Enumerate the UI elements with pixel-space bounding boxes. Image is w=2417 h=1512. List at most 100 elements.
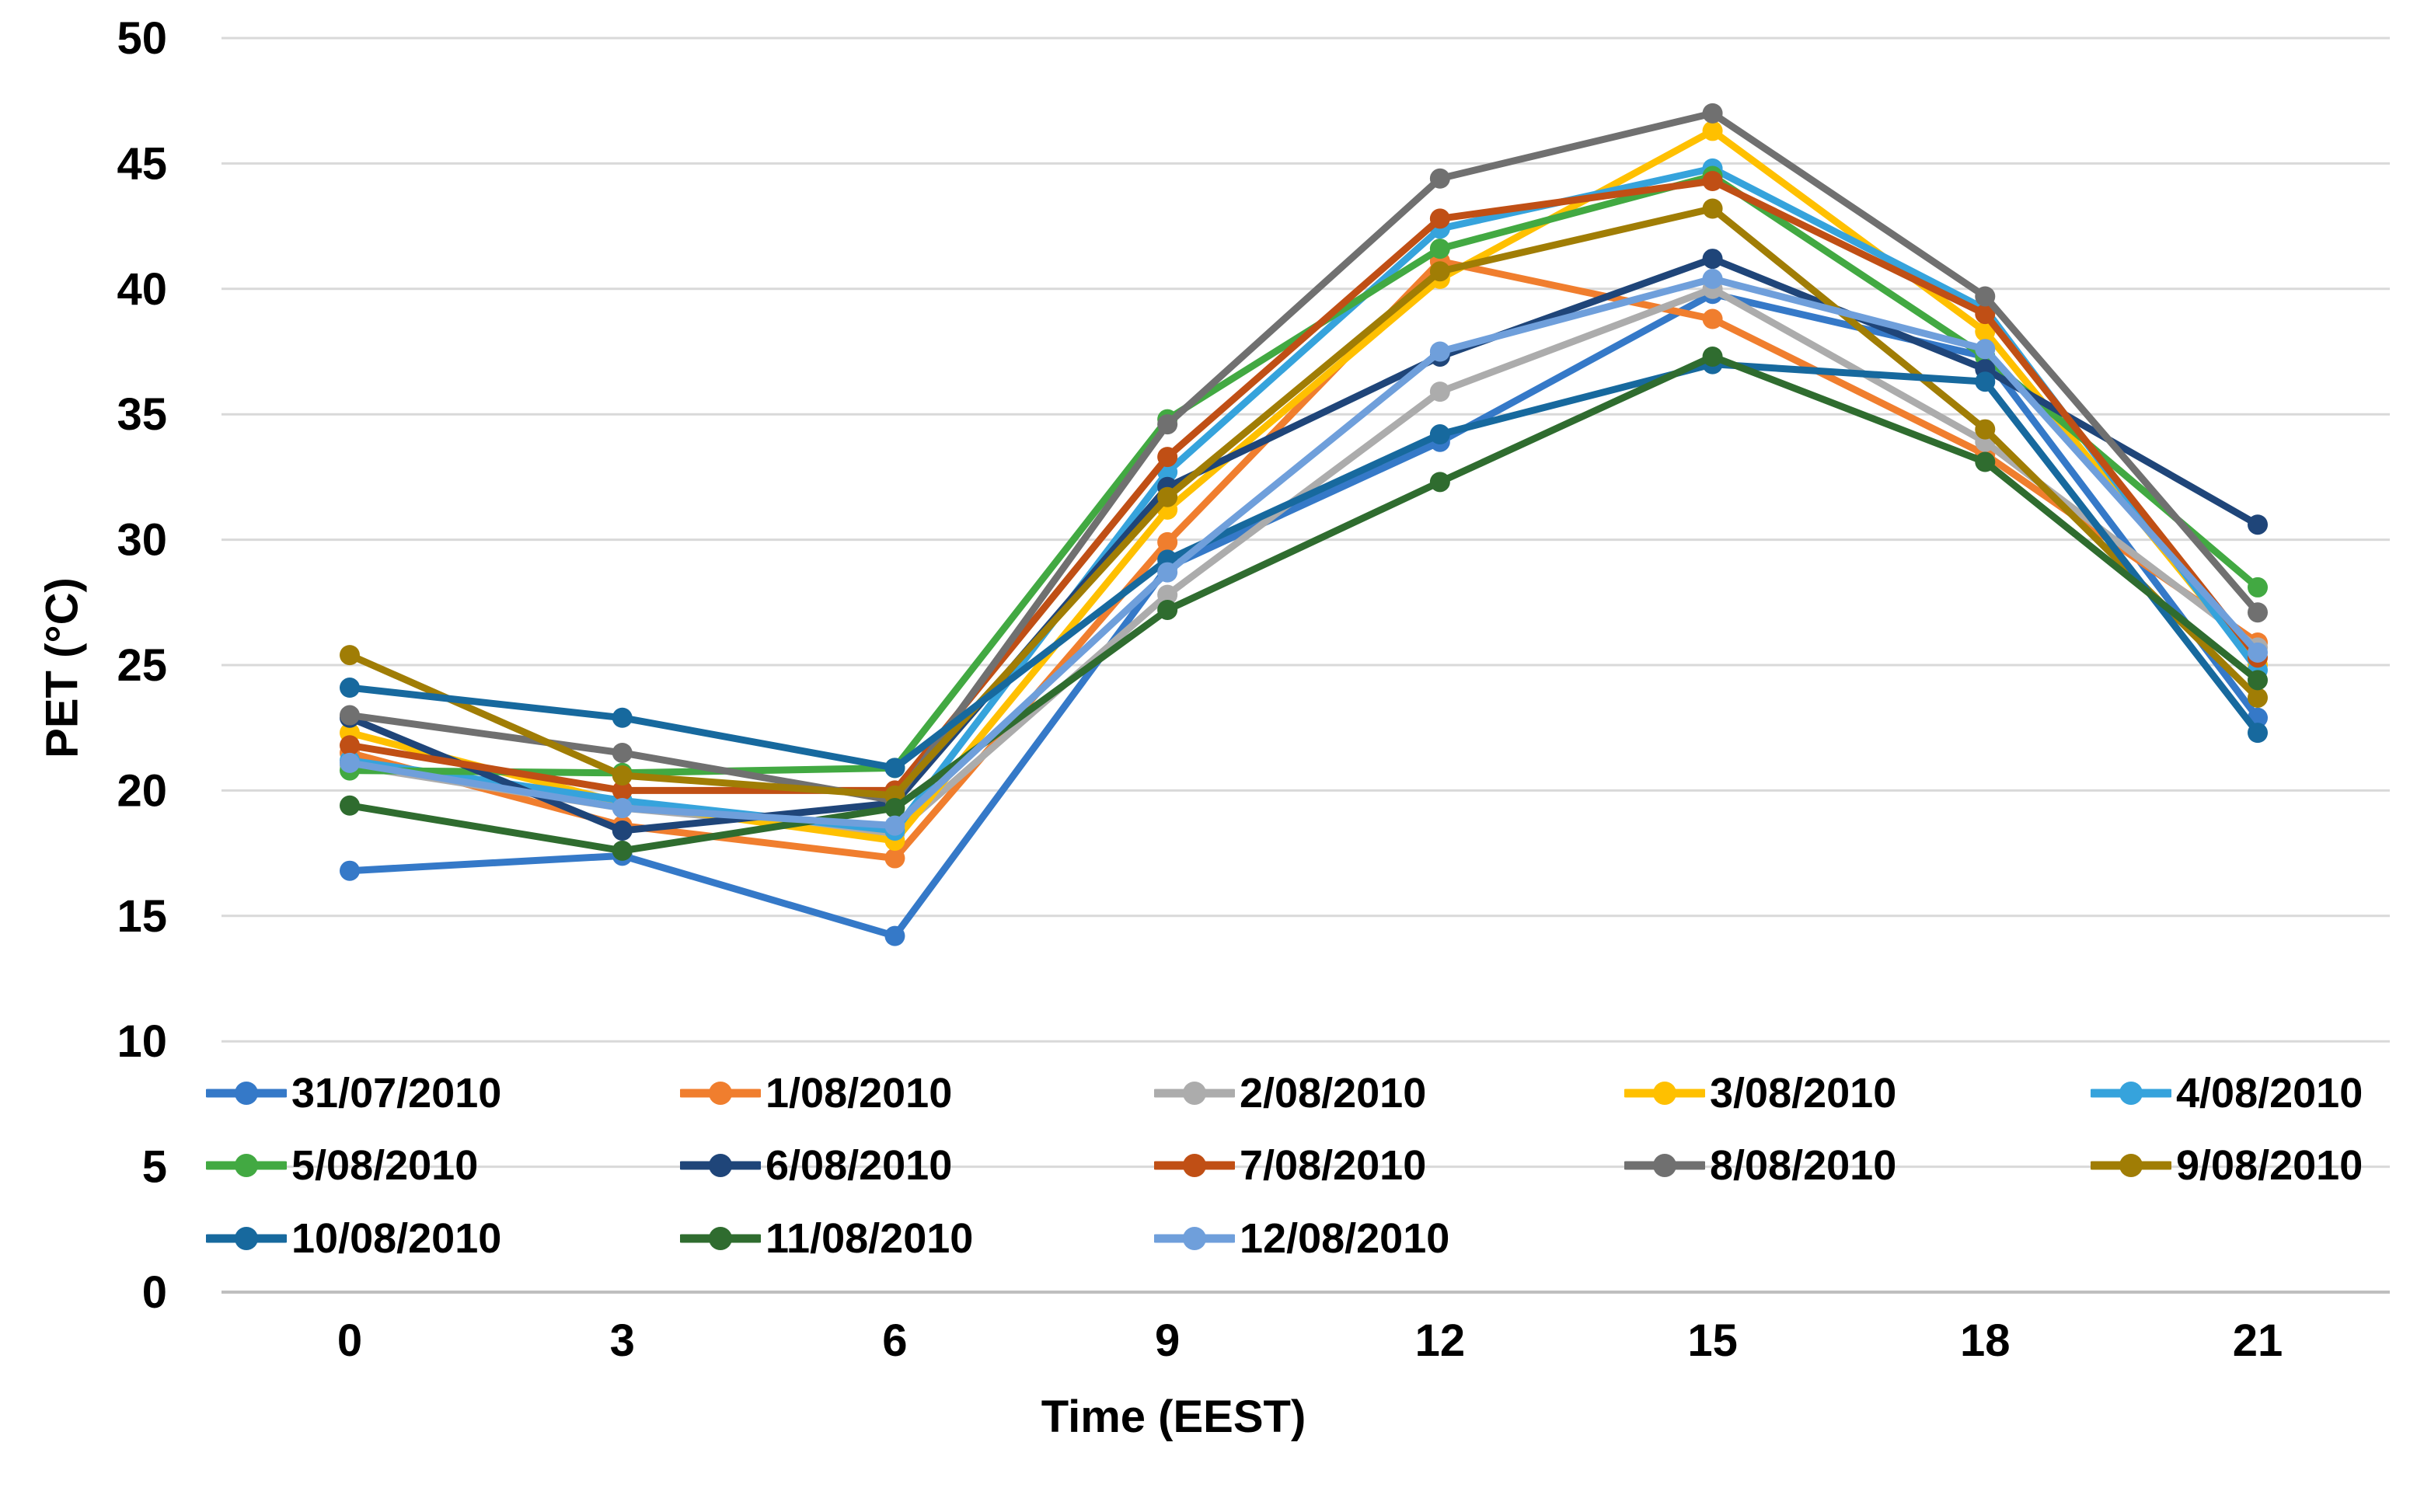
data-point-marker: [884, 797, 905, 818]
data-point-marker: [1429, 472, 1450, 493]
series-line: [346, 110, 2262, 804]
gridlines: [221, 37, 2390, 1294]
data-point-marker: [1157, 447, 1178, 468]
x-tick-label: 12: [1415, 1315, 1466, 1366]
series-line: [346, 361, 2262, 772]
data-point-marker: [612, 765, 633, 786]
series-12/08/2010: [340, 268, 2268, 836]
series-line: [346, 255, 2262, 834]
data-point-marker: [340, 678, 360, 699]
y-tick-label: 45: [117, 138, 167, 189]
data-point-marker: [1702, 308, 1723, 329]
series-10/08/2010: [340, 354, 2268, 779]
y-tick-label: 35: [117, 389, 167, 440]
data-point-marker: [612, 840, 633, 861]
x-tick-label: 18: [1960, 1315, 2011, 1366]
x-tick-label: 21: [2233, 1315, 2283, 1366]
data-point-marker: [1975, 371, 1996, 392]
series-11/08/2010: [340, 346, 2268, 861]
data-point-marker: [884, 758, 905, 779]
data-point-marker: [1429, 424, 1450, 445]
y-tick-label: 30: [117, 515, 167, 566]
data-point-marker: [1157, 414, 1178, 435]
data-point-marker: [2248, 514, 2268, 535]
data-point-marker: [1702, 346, 1723, 367]
data-point-marker: [1975, 321, 1996, 342]
data-point-marker: [1702, 249, 1723, 270]
data-point-marker: [340, 735, 360, 756]
series-3/08/2010: [340, 120, 2268, 851]
data-point-marker: [2248, 602, 2268, 623]
series-line: [346, 127, 2262, 845]
data-point-marker: [612, 707, 633, 728]
data-point-marker: [1702, 120, 1723, 141]
data-point-marker: [340, 705, 360, 726]
data-point-marker: [1157, 562, 1178, 583]
x-tick-label: 0: [337, 1315, 362, 1366]
x-axis-title: Time (EEST): [1041, 1392, 1306, 1442]
y-tick-label: 5: [142, 1142, 167, 1193]
data-point-marker: [612, 742, 633, 763]
data-point-marker: [1702, 103, 1723, 124]
y-tick-label: 40: [117, 264, 167, 315]
data-point-marker: [1157, 599, 1178, 620]
series-line: [346, 172, 2262, 777]
data-point-marker: [1157, 584, 1178, 605]
data-point-marker: [1157, 531, 1178, 552]
series-line: [346, 275, 2262, 830]
data-point-marker: [612, 820, 633, 841]
y-tick-label: 20: [117, 765, 167, 816]
data-point-marker: [340, 795, 360, 816]
data-point-marker: [2248, 670, 2268, 691]
data-point-marker: [1429, 239, 1450, 260]
x-tick-label: 9: [1155, 1315, 1180, 1366]
series-line: [346, 205, 2262, 800]
series-line: [346, 353, 2262, 855]
data-point-marker: [1429, 168, 1450, 189]
y-tick-label: 15: [117, 891, 167, 942]
series-9/08/2010: [340, 198, 2268, 806]
y-tick-label: 10: [117, 1016, 167, 1067]
data-point-marker: [884, 925, 905, 946]
data-point-marker: [2248, 687, 2268, 708]
x-tick-label: 6: [882, 1315, 907, 1366]
data-point-marker: [1429, 208, 1450, 229]
data-point-marker: [1702, 170, 1723, 191]
data-point-marker: [1429, 341, 1450, 362]
data-point-marker: [612, 780, 633, 801]
data-point-marker: [1975, 419, 1996, 440]
series-line: [346, 165, 2262, 834]
y-tick-label: 50: [117, 13, 167, 64]
y-tick-label: 25: [117, 640, 167, 691]
y-axis-title: PET (°C): [37, 577, 88, 758]
data-point-marker: [1429, 261, 1450, 282]
x-tick-label: 15: [1687, 1315, 1738, 1366]
data-point-marker: [884, 815, 905, 836]
x-axis-tick-labels: 0 3 6 9 12 15 18 21: [337, 1315, 2283, 1366]
data-point-marker: [1975, 451, 1996, 472]
series-7/08/2010: [340, 170, 2268, 801]
y-tick-label: 0: [142, 1267, 167, 1318]
data-point-marker: [340, 860, 360, 881]
data-point-marker: [340, 752, 360, 773]
x-tick-label: 3: [610, 1315, 635, 1366]
data-point-marker: [2248, 642, 2268, 663]
series-line: [346, 285, 2262, 837]
data-point-marker: [1702, 268, 1723, 289]
data-point-marker: [1975, 339, 1996, 360]
data-point-marker: [1702, 198, 1723, 219]
data-point-marker: [340, 645, 360, 666]
data-point-marker: [884, 848, 905, 869]
data-point-marker: [612, 797, 633, 818]
data-point-marker: [1157, 486, 1178, 507]
data-point-marker: [1429, 381, 1450, 402]
data-point-marker: [1975, 304, 1996, 325]
series-5/08/2010: [340, 165, 2268, 783]
data-point-marker: [2248, 577, 2268, 597]
data-point-marker: [1975, 286, 1996, 307]
y-axis-tick-labels: 0 5 10 15 20 25 30 35 40 45 50: [117, 13, 167, 1318]
series-line: [346, 257, 2262, 862]
data-point-marker: [2248, 723, 2268, 744]
